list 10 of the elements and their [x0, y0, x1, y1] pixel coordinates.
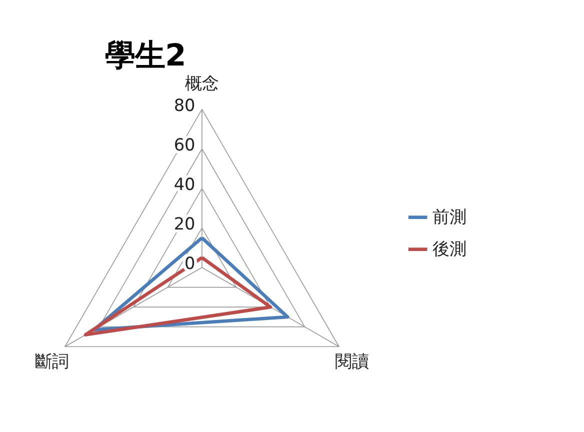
spoke-label: 斷詞 — [34, 350, 69, 371]
y-tick-label: 40 — [174, 174, 196, 194]
legend-label: 前測 — [432, 206, 467, 226]
spoke-label: 閱讀 — [335, 350, 370, 371]
y-tick-label: 60 — [174, 134, 196, 155]
spoke-label: 概念 — [184, 73, 219, 94]
chart-title: 學生2 — [105, 38, 186, 74]
y-tick-label: 80 — [174, 94, 196, 115]
legend-label: 後測 — [432, 238, 467, 258]
y-tick-label: 20 — [174, 214, 196, 234]
